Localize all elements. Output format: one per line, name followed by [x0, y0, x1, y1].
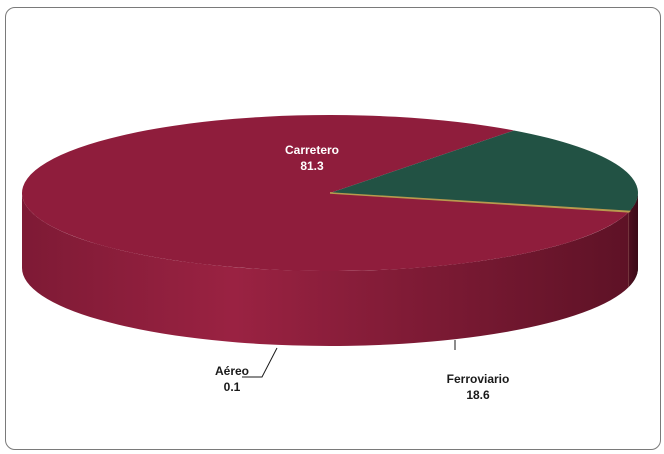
data-label-value-carretero: 81.3: [300, 159, 324, 173]
data-label-category-aéreo: Aéreo: [215, 364, 249, 378]
slice-carretero: [21, 115, 629, 271]
leader-line-aéreo: [242, 347, 278, 378]
slice-ferroviario: [330, 130, 638, 212]
data-label-category-carretero: Carretero: [285, 143, 339, 157]
data-label-value-ferroviario: 18.6: [466, 388, 490, 402]
slice-side-carretero: [22, 193, 629, 346]
data-label-category-ferroviario: Ferroviario: [447, 372, 510, 386]
data-label-value-aéreo: 0.1: [224, 380, 241, 394]
slice-aéreo: [329, 192, 631, 213]
slice-side-shadow: [628, 193, 638, 287]
